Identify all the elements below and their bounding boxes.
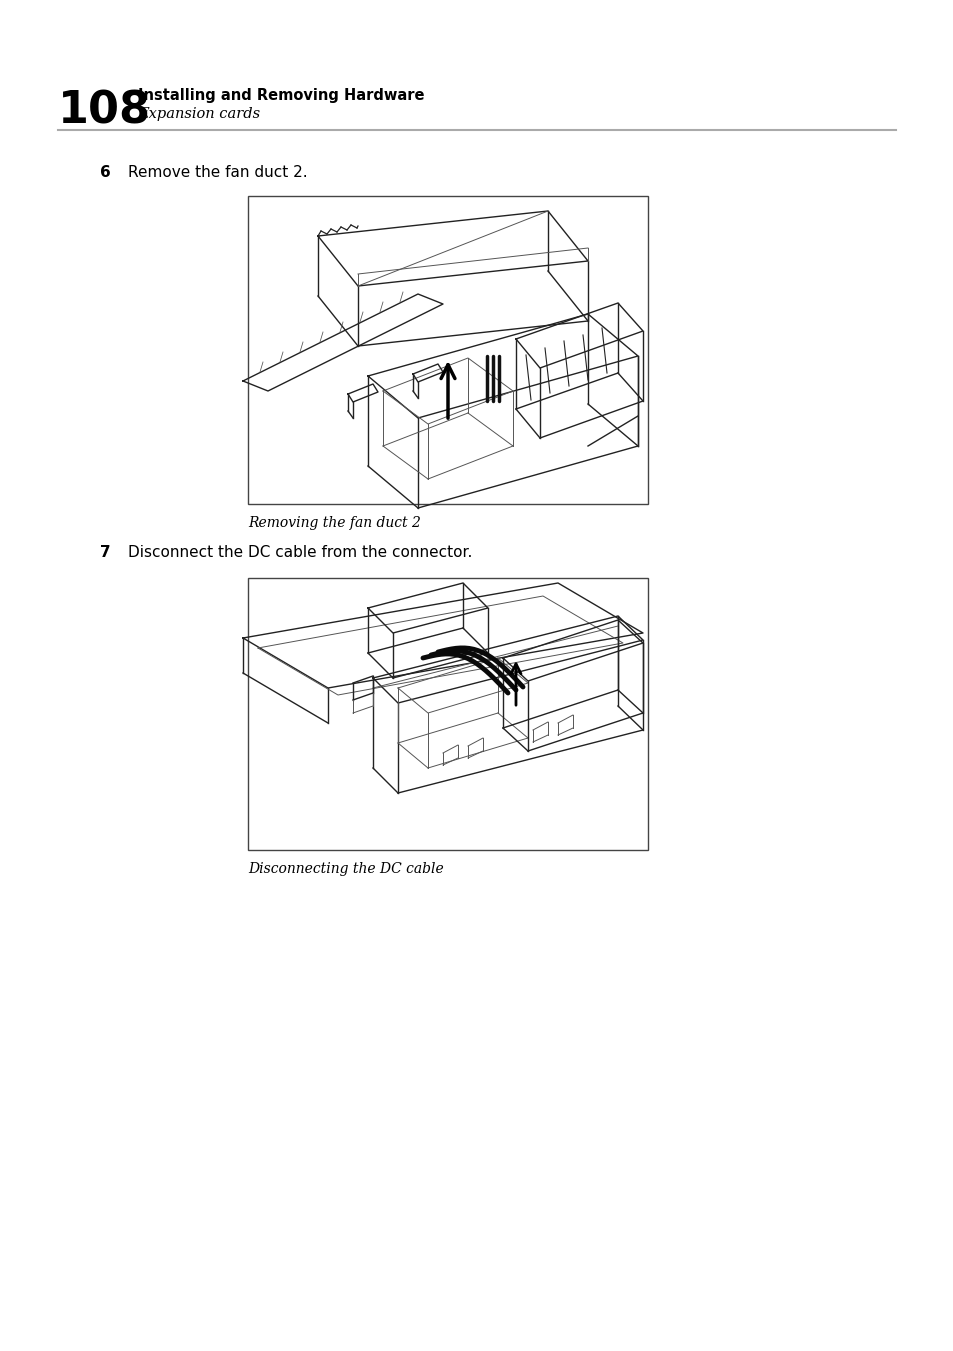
Text: Installing and Removing Hardware: Installing and Removing Hardware <box>138 88 424 103</box>
Text: 108: 108 <box>58 91 151 132</box>
Text: Expansion cards: Expansion cards <box>138 107 260 122</box>
Text: 6: 6 <box>100 165 111 180</box>
Text: Remove the fan duct 2.: Remove the fan duct 2. <box>128 165 307 180</box>
Text: Disconnect the DC cable from the connector.: Disconnect the DC cable from the connect… <box>128 544 472 561</box>
Text: Removing the fan duct 2: Removing the fan duct 2 <box>248 516 420 530</box>
Text: Disconnecting the DC cable: Disconnecting the DC cable <box>248 862 443 875</box>
Text: 7: 7 <box>100 544 111 561</box>
Bar <box>248 196 647 504</box>
Bar <box>248 578 647 850</box>
